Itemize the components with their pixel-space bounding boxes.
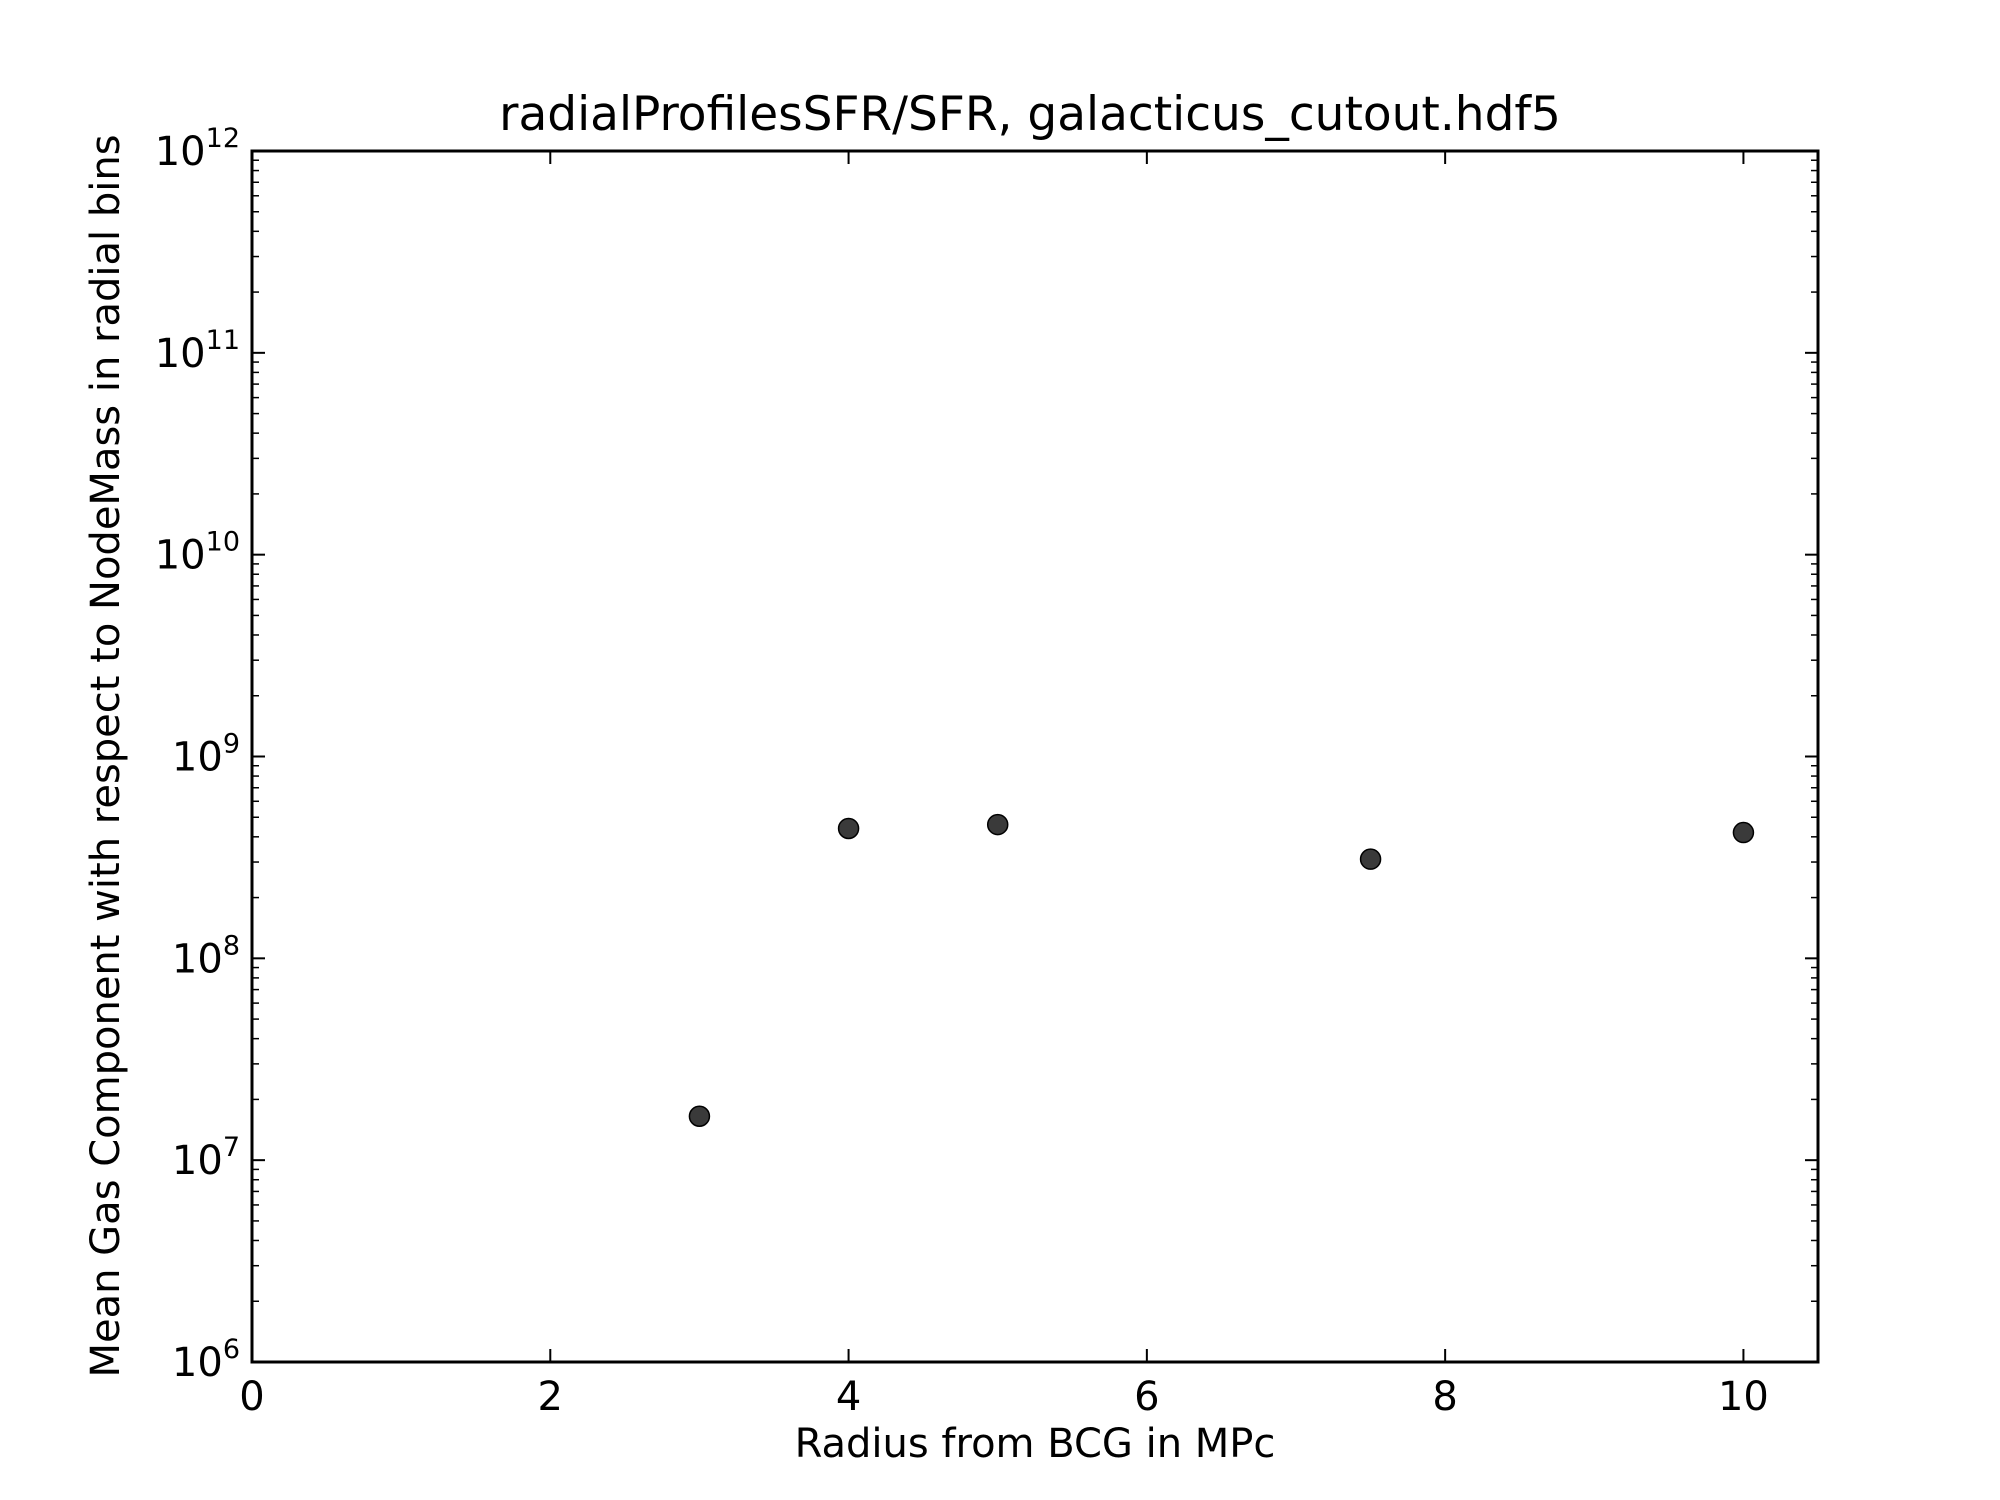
y-tick-label-exponent: 8 — [223, 930, 240, 961]
data-point — [688, 1105, 711, 1128]
y-tick-label-base: 10 — [172, 936, 223, 982]
y-tick-label: 109 — [172, 729, 240, 781]
y-tick-label-exponent: 11 — [206, 325, 240, 356]
x-tick-label-group: 0 2 4 6 8 10 — [239, 1374, 1769, 1420]
data-point — [986, 813, 1009, 836]
y-tick-label-exponent: 9 — [223, 729, 240, 760]
y-tick-label: 108 — [172, 930, 240, 982]
x-tick-label: 0 — [239, 1374, 264, 1420]
y-tick-label: 106 — [172, 1334, 240, 1386]
y-tick-label-exponent: 7 — [223, 1132, 240, 1163]
y-tick-label-text: 1010 — [155, 527, 240, 579]
major-tick-group — [251, 150, 1818, 1363]
y-tick-label: 107 — [172, 1132, 240, 1184]
x-tick-label: 6 — [1134, 1374, 1159, 1420]
y-tick-label-base: 10 — [155, 533, 206, 579]
chart-title: radialProfilesSFR/SFR, galacticus_cutout… — [499, 87, 1561, 142]
y-tick-label-base: 10 — [155, 331, 206, 377]
plot-area-frame — [250, 149, 1820, 1364]
y-tick-label-text: 108 — [172, 930, 240, 982]
y-tick-label-text: 109 — [172, 729, 240, 781]
y-tick-label-base: 10 — [155, 129, 206, 175]
y-tick-label-exponent: 6 — [223, 1334, 240, 1365]
x-tick-label: 10 — [1718, 1374, 1769, 1420]
y-tick-label-base: 10 — [172, 735, 223, 781]
x-tick-label: 4 — [836, 1374, 861, 1420]
y-tick-label-exponent: 10 — [206, 527, 240, 558]
y-tick-label-text: 107 — [172, 1132, 240, 1184]
x-tick-label: 8 — [1432, 1374, 1457, 1420]
y-tick-label-base: 10 — [172, 1340, 223, 1386]
y-tick-label-text: 1011 — [155, 325, 240, 377]
x-axis-label: Radius from BCG in MPc — [795, 1421, 1276, 1467]
y-tick-label-text: 1012 — [155, 123, 240, 175]
data-point — [1732, 821, 1755, 844]
data-point-group — [688, 813, 1755, 1128]
y-tick-label-base: 10 — [172, 1138, 223, 1184]
y-tick-label: 1011 — [155, 325, 240, 377]
y-tick-label-exponent: 12 — [206, 123, 240, 154]
x-tick-label: 2 — [538, 1374, 563, 1420]
y-axis-label: Mean Gas Component with respect to NodeM… — [83, 134, 129, 1377]
data-point — [1359, 848, 1382, 870]
y-tick-label-text: 106 — [172, 1334, 240, 1386]
y-tick-label: 1010 — [155, 527, 240, 579]
data-point — [837, 817, 860, 840]
minor-tick-group — [252, 159, 1818, 1302]
y-tick-label: 1012 — [155, 123, 240, 175]
